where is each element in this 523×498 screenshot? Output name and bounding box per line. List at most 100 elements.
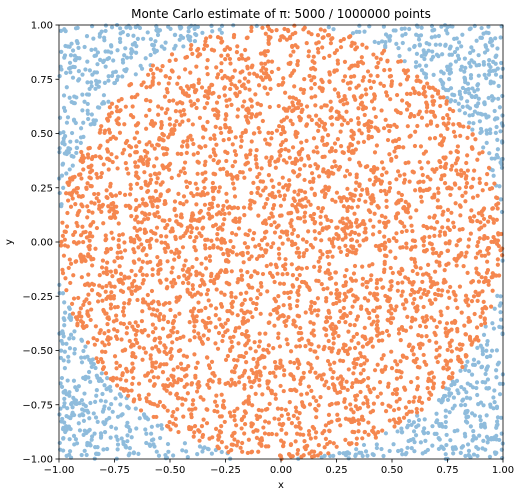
point-inside bbox=[486, 165, 492, 170]
point-inside bbox=[322, 194, 327, 200]
point-inside bbox=[204, 421, 210, 426]
point-outside bbox=[62, 323, 67, 328]
point-inside bbox=[442, 232, 448, 237]
point-inside bbox=[291, 413, 296, 418]
point-inside bbox=[259, 238, 265, 243]
point-inside bbox=[181, 353, 186, 358]
point-inside bbox=[184, 276, 189, 282]
point-inside bbox=[148, 356, 153, 361]
point-inside bbox=[101, 221, 106, 226]
point-inside bbox=[203, 144, 208, 149]
point-outside bbox=[123, 69, 128, 74]
point-inside bbox=[155, 66, 160, 71]
point-outside bbox=[104, 417, 109, 422]
point-outside bbox=[451, 395, 456, 400]
point-inside bbox=[485, 172, 490, 177]
point-inside bbox=[461, 124, 466, 129]
point-inside bbox=[307, 73, 312, 79]
point-inside bbox=[253, 244, 258, 249]
point-inside bbox=[361, 104, 366, 109]
point-inside bbox=[295, 62, 300, 67]
point-inside bbox=[358, 371, 363, 376]
point-inside bbox=[325, 358, 331, 364]
point-inside bbox=[393, 138, 398, 143]
point-outside bbox=[474, 104, 479, 109]
point-inside bbox=[106, 315, 111, 320]
point-inside bbox=[139, 318, 144, 324]
point-inside bbox=[144, 273, 149, 278]
point-inside bbox=[300, 237, 306, 242]
point-inside bbox=[343, 437, 348, 442]
point-inside bbox=[313, 103, 318, 108]
point-inside bbox=[271, 346, 276, 351]
point-inside bbox=[184, 179, 189, 184]
point-inside bbox=[371, 401, 376, 406]
point-inside bbox=[195, 98, 200, 103]
point-inside bbox=[150, 63, 156, 68]
point-inside bbox=[252, 200, 257, 205]
point-inside bbox=[134, 174, 140, 179]
point-outside bbox=[67, 315, 72, 320]
point-inside bbox=[263, 201, 268, 206]
point-inside bbox=[271, 370, 276, 375]
point-inside bbox=[338, 45, 344, 50]
point-inside bbox=[429, 392, 434, 397]
point-outside bbox=[485, 364, 490, 369]
point-inside bbox=[247, 167, 253, 172]
point-outside bbox=[443, 414, 448, 419]
point-inside bbox=[80, 159, 85, 165]
point-inside bbox=[418, 188, 423, 193]
point-inside bbox=[144, 126, 149, 131]
point-inside bbox=[360, 414, 365, 419]
point-outside bbox=[479, 129, 484, 134]
point-inside bbox=[456, 238, 461, 243]
point-inside bbox=[269, 28, 274, 34]
point-inside bbox=[217, 317, 222, 322]
point-inside bbox=[215, 75, 220, 80]
point-outside bbox=[93, 365, 98, 371]
point-inside bbox=[130, 361, 135, 366]
point-inside bbox=[415, 74, 420, 79]
point-inside bbox=[313, 94, 318, 99]
point-inside bbox=[464, 160, 469, 166]
point-outside bbox=[87, 357, 92, 362]
point-inside bbox=[314, 398, 319, 403]
point-outside bbox=[119, 436, 124, 441]
point-inside bbox=[433, 332, 438, 338]
point-inside bbox=[181, 108, 186, 113]
point-inside bbox=[205, 407, 210, 412]
point-inside bbox=[228, 347, 233, 352]
point-outside bbox=[407, 418, 412, 424]
point-outside bbox=[93, 78, 99, 83]
point-inside bbox=[318, 395, 323, 400]
point-inside bbox=[176, 75, 181, 80]
point-inside bbox=[274, 128, 280, 133]
point-inside bbox=[305, 154, 311, 159]
point-inside bbox=[433, 297, 438, 302]
point-outside bbox=[67, 167, 72, 172]
point-inside bbox=[430, 85, 435, 90]
point-inside bbox=[123, 160, 128, 166]
point-inside bbox=[145, 163, 150, 168]
point-outside bbox=[447, 46, 452, 51]
point-inside bbox=[480, 310, 485, 315]
point-inside bbox=[83, 282, 88, 287]
point-inside bbox=[229, 102, 234, 107]
point-outside bbox=[500, 93, 505, 99]
point-outside bbox=[109, 44, 114, 49]
point-inside bbox=[421, 352, 426, 358]
point-inside bbox=[327, 439, 333, 445]
point-inside bbox=[162, 94, 168, 99]
point-inside bbox=[329, 218, 334, 224]
point-inside bbox=[258, 292, 263, 297]
point-outside bbox=[497, 392, 503, 397]
point-inside bbox=[165, 259, 170, 264]
point-inside bbox=[225, 353, 231, 359]
point-outside bbox=[81, 413, 86, 418]
point-inside bbox=[220, 227, 225, 232]
point-inside bbox=[249, 421, 254, 426]
point-outside bbox=[486, 72, 492, 77]
point-inside bbox=[256, 449, 261, 454]
point-inside bbox=[132, 397, 137, 402]
point-inside bbox=[153, 189, 158, 194]
